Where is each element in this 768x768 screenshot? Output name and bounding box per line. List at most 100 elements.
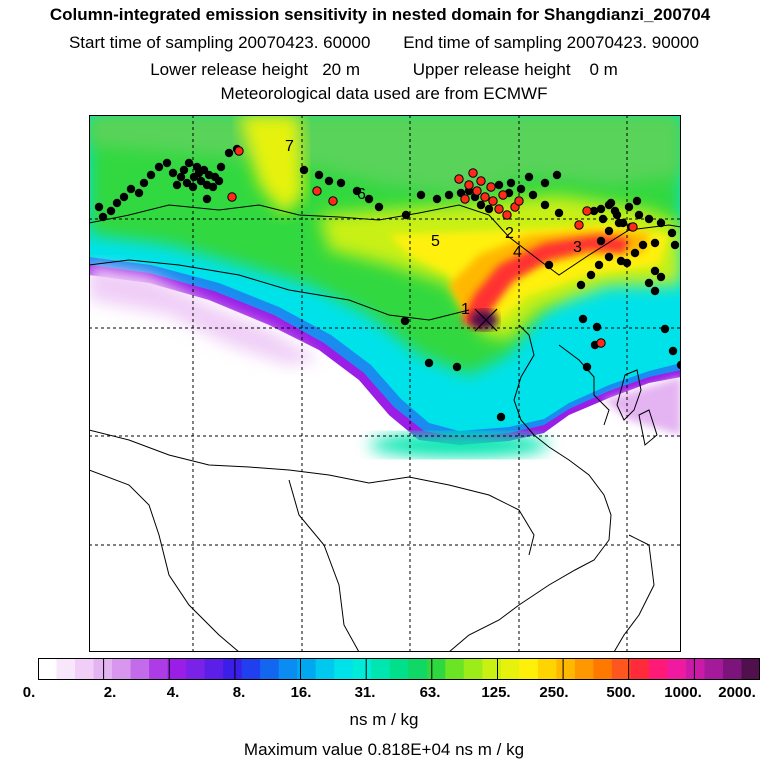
scale-tick-2000: 2000. xyxy=(718,684,756,701)
start-time: Start time of sampling 20070423. 60000 xyxy=(68,33,371,52)
scale-unit: ns m / kg xyxy=(349,710,419,729)
scale-swatch xyxy=(112,658,132,680)
fire-point-black xyxy=(589,206,599,216)
fire-point-black xyxy=(188,182,198,192)
fire-point-black xyxy=(650,286,660,296)
coastlines-and-borders xyxy=(89,204,681,652)
scale-swatch xyxy=(204,658,224,680)
fire-point-black xyxy=(401,210,411,220)
fire-point-black xyxy=(476,200,486,210)
cluster-label-3: 3 xyxy=(573,239,582,256)
fire-point-red xyxy=(328,196,338,206)
fire-point-red xyxy=(476,176,486,186)
scale-swatch xyxy=(130,658,150,680)
scale-swatch xyxy=(38,658,58,680)
fire-point-black xyxy=(496,412,506,422)
fire-point-black xyxy=(594,260,604,270)
fire-point-black xyxy=(98,212,108,222)
fire-point-black xyxy=(216,162,226,172)
cluster-label-5: 5 xyxy=(431,233,440,250)
grid-lines xyxy=(89,115,681,652)
scale-swatch xyxy=(574,658,594,680)
scale-tick-4: 4. xyxy=(166,684,180,701)
fire-point-black xyxy=(667,228,677,238)
fire-point-black xyxy=(364,194,374,204)
fire-point-black xyxy=(314,170,324,180)
fire-point-red xyxy=(468,168,478,178)
fire-point-black xyxy=(94,202,104,212)
fire-point-black xyxy=(578,314,588,324)
fire-point-black xyxy=(604,226,614,236)
fire-point-black xyxy=(668,346,678,356)
fire-point-black xyxy=(444,190,454,200)
fire-point-black xyxy=(182,178,192,188)
fire-point-red xyxy=(486,182,496,192)
cluster-labels: 1 2 3 4 5 6 7 xyxy=(285,138,582,318)
scale-swatch xyxy=(722,658,743,680)
scale-tick-0: 0. xyxy=(22,684,36,701)
fire-point-black xyxy=(596,204,606,214)
fire-point-black xyxy=(352,186,362,196)
fire-point-black xyxy=(540,178,550,188)
scale-swatch xyxy=(593,658,613,680)
fire-point-red xyxy=(227,192,237,202)
fire-point-black xyxy=(424,358,434,368)
fire-point-black xyxy=(592,322,602,332)
fire-point-black xyxy=(336,178,346,188)
fire-point-black xyxy=(586,270,596,280)
sampling-times: Start time of sampling 20070423. 60000 E… xyxy=(0,33,768,53)
scale-swatch xyxy=(241,658,261,680)
fire-point-red xyxy=(596,338,606,348)
fire-point-black xyxy=(126,184,136,194)
scale-swatch xyxy=(223,658,243,680)
fire-point-red xyxy=(312,186,322,196)
fire-point-black xyxy=(614,218,624,228)
scale-swatch xyxy=(704,658,724,680)
scale-swatch xyxy=(389,658,409,680)
scale-swatch xyxy=(149,658,169,680)
fire-point-black xyxy=(544,260,554,270)
scale-tick-63: 63. xyxy=(419,684,441,701)
fire-point-black xyxy=(656,218,666,228)
fire-point-black xyxy=(374,202,384,212)
cluster-label-4: 4 xyxy=(513,244,522,261)
fire-point-black xyxy=(224,148,234,158)
fire-point-black xyxy=(606,198,616,208)
scale-tick-125: 125. xyxy=(481,684,511,701)
fire-point-black xyxy=(324,176,334,186)
cluster-label-2: 2 xyxy=(505,225,514,242)
fire-point-black xyxy=(168,168,178,178)
fire-point-black xyxy=(119,192,129,202)
upper-release-height: Upper release height 0 m xyxy=(412,60,618,79)
scale-tick-1000: 1000. xyxy=(664,684,702,701)
fire-point-black xyxy=(154,162,164,172)
fire-point-black xyxy=(582,362,592,372)
scale-swatch xyxy=(500,658,520,680)
color-scale-bar xyxy=(38,658,760,680)
fire-point-black xyxy=(634,210,644,220)
fire-point-red xyxy=(582,206,592,216)
scale-swatch xyxy=(260,658,280,680)
fire-point-black xyxy=(516,184,526,194)
fire-point-black xyxy=(596,236,606,246)
end-time: End time of sampling 20070423. 90000 xyxy=(403,33,700,52)
maximum-value: Maximum value 0.818E+04 ns m / kg xyxy=(243,740,525,759)
fire-point-black xyxy=(146,170,156,180)
scale-swatch xyxy=(445,658,465,680)
release-heights: Lower release height 20 m Upper release … xyxy=(0,60,768,80)
fire-point-black xyxy=(650,266,660,276)
fire-point-black xyxy=(179,165,189,175)
scale-swatch xyxy=(352,658,372,680)
fire-point-black xyxy=(670,240,680,250)
fire-points xyxy=(94,144,681,422)
lower-release-height: Lower release height 20 m xyxy=(150,60,360,79)
fire-point-black xyxy=(484,204,494,214)
scale-swatch xyxy=(278,658,298,680)
fire-point-black xyxy=(632,196,642,206)
scale-tick-2: 2. xyxy=(103,684,117,701)
scale-swatch xyxy=(463,658,483,680)
fire-point-black xyxy=(214,176,224,186)
fire-point-black xyxy=(139,178,149,188)
fire-point-black xyxy=(524,172,534,182)
fire-point-black xyxy=(644,214,654,224)
